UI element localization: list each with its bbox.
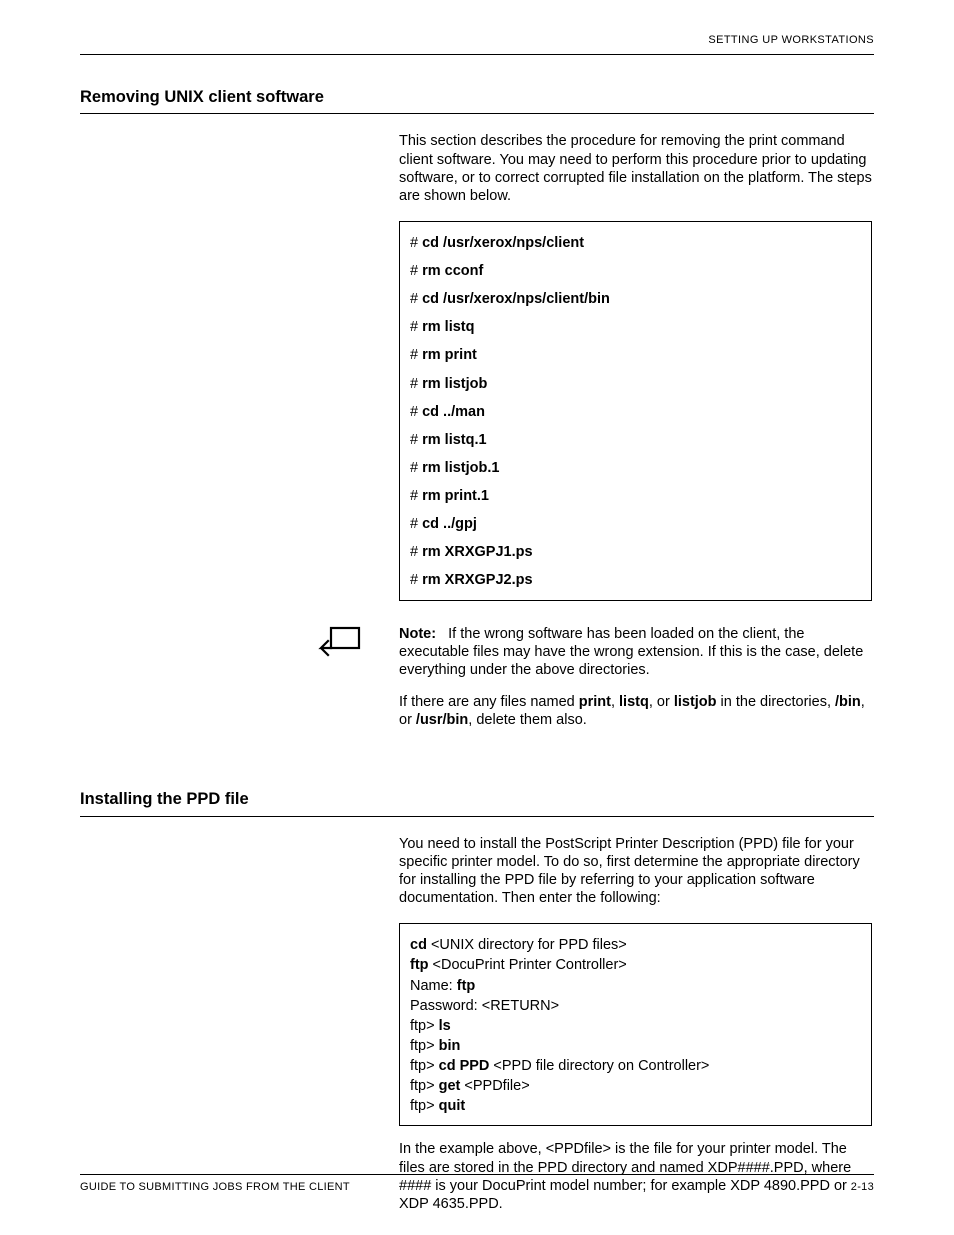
cmd-line: ftp> quit: [410, 1097, 861, 1115]
intro-paragraph-1: This section describes the procedure for…: [399, 132, 872, 205]
cmd-line: ftp> cd PPD <PPD file directory on Contr…: [410, 1057, 861, 1075]
cmd-line: Password: <RETURN>: [410, 997, 861, 1015]
cmd-line: # rm listq: [410, 318, 861, 336]
cmd-line: ftp> ls: [410, 1017, 861, 1035]
cmd-line: # cd ../man: [410, 403, 861, 421]
note-text: Note: If the wrong software has been loa…: [399, 625, 872, 730]
section-heading-removing: Removing UNIX client software: [80, 87, 874, 115]
command-box-2: cd <UNIX directory for PPD files> ftp <D…: [399, 923, 872, 1126]
cmd-line: # cd ../gpj: [410, 515, 861, 533]
page: SETTING UP WORKSTATIONS Removing UNIX cl…: [0, 0, 954, 1235]
cmd-line: Name: ftp: [410, 977, 861, 995]
cmd-line: ftp> bin: [410, 1037, 861, 1055]
cmd-line: ftp> get <PPDfile>: [410, 1077, 861, 1095]
intro-paragraph-2: You need to install the PostScript Print…: [399, 835, 872, 908]
footer-left: GUIDE TO SUBMITTING JOBS FROM THE CLIENT: [80, 1181, 350, 1195]
note-paragraph-1: Note: If the wrong software has been loa…: [399, 625, 872, 679]
note-paragraph-2: If there are any files named print, list…: [399, 693, 872, 729]
running-header: SETTING UP WORKSTATIONS: [80, 34, 874, 55]
cmd-line: # rm XRXGPJ2.ps: [410, 571, 861, 589]
note-block: Note: If the wrong software has been loa…: [80, 625, 874, 730]
body-column-2: You need to install the PostScript Print…: [399, 835, 872, 1213]
command-box-1: # cd /usr/xerox/nps/client # rm cconf # …: [399, 221, 872, 601]
body-column-1: This section describes the procedure for…: [399, 132, 872, 600]
footer-right: 2-13: [851, 1181, 874, 1195]
note-icon: [317, 625, 361, 657]
cmd-line: cd <UNIX directory for PPD files>: [410, 936, 861, 954]
cmd-line: # rm print: [410, 346, 861, 364]
cmd-line: # rm listq.1: [410, 431, 861, 449]
page-footer: GUIDE TO SUBMITTING JOBS FROM THE CLIENT…: [80, 1174, 874, 1195]
cmd-line: # rm cconf: [410, 262, 861, 280]
cmd-line: # rm XRXGPJ1.ps: [410, 543, 861, 561]
cmd-line: # rm print.1: [410, 487, 861, 505]
cmd-line: ftp <DocuPrint Printer Controller>: [410, 956, 861, 974]
cmd-line: # rm listjob.1: [410, 459, 861, 477]
cmd-line: # cd /usr/xerox/nps/client: [410, 234, 861, 252]
cmd-line: # rm listjob: [410, 375, 861, 393]
section-heading-installing: Installing the PPD file: [80, 789, 874, 817]
cmd-line: # cd /usr/xerox/nps/client/bin: [410, 290, 861, 308]
